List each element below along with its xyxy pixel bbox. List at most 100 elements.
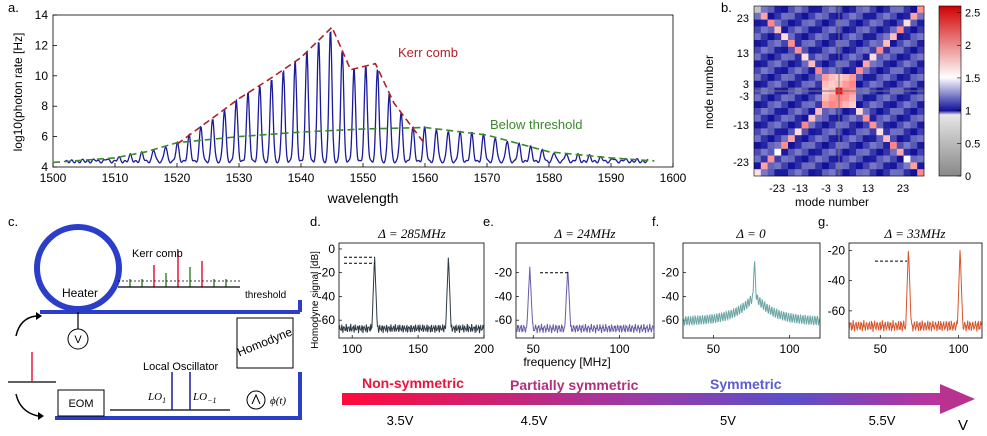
heatmap-cell [842,94,850,102]
heatmap-cell [903,53,911,61]
heatmap-cell [917,114,925,122]
heatmap-cell [910,135,918,143]
heatmap-cell [815,33,823,41]
heatmap-cell [883,60,891,68]
heatmap-cell [828,40,836,48]
label-partially-symmetric: Partially symmetric [510,377,639,393]
heatmap-cell [910,108,918,116]
heatmap-cell [801,6,809,14]
heatmap-cell [760,46,768,54]
heatmap-cell [917,46,925,54]
heatmap-cell [896,26,904,34]
heatmap-cell [828,53,836,61]
heatmap-cell [896,121,904,129]
heatmap-cell [794,6,802,14]
heatmap-cell [788,169,796,177]
heatmap-cell [862,12,870,20]
heatmap-cell [794,148,802,156]
heatmap-cell [896,19,904,27]
heatmap-cell [767,80,775,88]
heatmap-cell [862,162,870,170]
heatmap-cell [896,101,904,109]
homodyne-trace [682,261,821,326]
y-tick-label: -40 [662,289,680,303]
heatmap-cell [754,121,762,129]
heatmap-cell [903,60,911,68]
heatmap-cell [828,128,836,136]
heatmap-cell [760,162,768,170]
heatmap-cell [869,40,877,48]
heatmap-cell [822,40,830,48]
heatmap-cell [862,33,870,41]
heatmap-cell [794,53,802,61]
heatmap-cell [856,169,864,177]
heatmap-cell [788,26,796,34]
heatmap-cell [890,121,898,129]
heatmap-cell [910,162,918,170]
heatmap-cell [801,53,809,61]
heatmap-cell [862,19,870,27]
heatmap-cell [767,108,775,116]
heatmap-cell [822,12,830,20]
heatmap-cell [849,135,857,143]
heatmap-cell [869,53,877,61]
heatmap-cell [815,128,823,136]
heatmap-cell [876,162,884,170]
heatmap-cell [896,53,904,61]
schematic: Homodyne EOM V Heater Kerr comb threshol… [8,224,302,420]
heatmap-cell [869,33,877,41]
homodyne-panel-f: Δ = 0 -20 -40 -60 50 100 [662,226,821,356]
heatmap-cell [862,128,870,136]
heatmap-cell [842,46,850,54]
heatmap-cell [801,135,809,143]
heatmap-cell [883,162,891,170]
heatmap-cell [788,12,796,20]
voltage-4-5: 4.5V [521,413,548,428]
heatmap-cell [856,80,864,88]
heatmap-cell [781,80,789,88]
heatmap-cell [842,155,850,163]
heatmap-cell [808,33,816,41]
heatmap-cell [794,128,802,136]
heatmap-cell [869,121,877,129]
heatmap-cell [862,80,870,88]
heatmap-cell [903,114,911,122]
heatmap-cell [760,74,768,82]
heatmap-cell [917,142,925,150]
heatmap-cell [869,94,877,102]
heatmap-cell [856,53,864,61]
heatmap-cell [788,33,796,41]
heatmap-cell [801,74,809,82]
kerr-comb-envelope [176,25,426,145]
heatmap-cell [781,60,789,68]
heatmap-cell [767,121,775,129]
heatmap-cell [910,128,918,136]
heatmap-cell [869,12,877,20]
heatmap-cell [788,148,796,156]
heatmap-cell [754,12,762,20]
homodyne-box [236,317,294,369]
heatmap-cell [903,121,911,129]
heatmap-cell [808,80,816,88]
heatmap-cell [808,12,816,20]
below-threshold-annotation: Below threshold [490,117,583,132]
heatmap-cell [849,33,857,41]
heatmap-cell [883,155,891,163]
heatmap-cell [774,121,782,129]
heatmap-cell [849,12,857,20]
heatmap-cell [883,108,891,116]
heatmap-cell [856,142,864,150]
heatmap-cell [788,155,796,163]
heatmap-cell [781,128,789,136]
heatmap-cell [794,33,802,41]
heatmap-cell [794,80,802,88]
heatmap-cell [794,121,802,129]
heatmap-cell [842,19,850,27]
heatmap-cell [774,148,782,156]
heatmap-cell [903,6,911,14]
heatmap-cell [754,26,762,34]
heatmap-cell [896,114,904,122]
heatmap-cell [794,169,802,177]
heatmap-cell [890,19,898,27]
